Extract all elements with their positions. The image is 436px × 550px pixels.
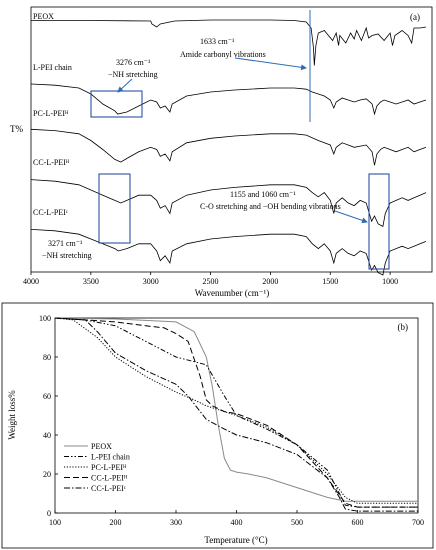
y-tick-label-60: 60 [43, 392, 51, 401]
annotation-3271: 3271 cm⁻¹ [48, 239, 83, 248]
panel-a-ylabel: T% [10, 124, 23, 134]
co-oh-arrow [334, 210, 368, 224]
tga-series-cc-l-pei [54, 317, 418, 512]
x-tick-label-1000: 1000 [382, 277, 398, 286]
panel-b-series [54, 317, 418, 512]
annotation-nh-1: −NH stretching [108, 70, 158, 79]
x-tick-label-100: 100 [49, 518, 61, 527]
x-tick-label-1500: 1500 [322, 277, 338, 286]
co-oh-box [368, 173, 390, 270]
panel-a-xlabel: Wavenumber (cm⁻¹) [195, 288, 269, 298]
tga-series-pc-l-pei [54, 317, 418, 504]
panel-a-traces [30, 19, 427, 276]
annotation-amide: Amide carbonyl vibrations [180, 50, 266, 59]
y-tick-label-40: 40 [43, 431, 51, 440]
panel-a-x-ticks: 4000 3500 3000 2500 2000 1500 1000 [23, 272, 398, 286]
x-tick-label-600: 600 [352, 518, 364, 527]
panel-a-ftir: (a) T% PEOX L-PEI chain PC-L-PEIᴴ CC-L-PEIᴴ… [10, 6, 433, 298]
panel-b-tga: (b) 0 20 40 60 80 100 100 200 300 400 500 600 700 W… [1, 302, 434, 549]
nh-box-bottom [98, 173, 131, 244]
panel-b-label: (b) [398, 322, 409, 332]
legend-label-cc-l-pei: CC-L-PEIᴴ [91, 474, 128, 483]
ftir-label-l-pei-chain: L-PEI chain [33, 63, 72, 72]
y-tick-label-0: 0 [47, 509, 51, 518]
y-tick-label-100: 100 [39, 314, 51, 323]
annotation-co-oh: C-O stretching and −OH bending vibration… [200, 202, 341, 211]
panel-b-ylabel: Weight loss% [7, 390, 17, 440]
legend-label-cc-l-pei: CC-L-PEIᶜ [91, 484, 126, 493]
tga-series-peox [54, 317, 418, 502]
annotation-nh-2: −NH stretching [42, 251, 92, 260]
ftir-trace-l-pei-chain [30, 83, 427, 116]
y-tick-label-80: 80 [43, 353, 51, 362]
annotation-1633: 1633 cm⁻¹ [200, 37, 235, 46]
ftir-trace-pc-l-pei [30, 128, 427, 166]
x-tick-label-4000: 4000 [23, 277, 39, 286]
panel-a-series-labels: PEOX L-PEI chain PC-L-PEIᴴ CC-L-PEIᴴ CC-L-PE… [33, 12, 72, 217]
amide-arrow [234, 57, 307, 71]
y-tick-label-20: 20 [43, 470, 51, 479]
x-tick-label-500: 500 [291, 518, 303, 527]
ftir-label-peox: PEOX [33, 12, 54, 21]
x-tick-label-3500: 3500 [83, 277, 99, 286]
ftir-label-cc-l-pei: CC-L-PEIᶜ [33, 208, 68, 217]
legend-label-pc-l-pei: PC-L-PEIᴴ [91, 463, 127, 472]
nh-box-top [90, 90, 143, 118]
x-tick-label-400: 400 [231, 518, 243, 527]
panel-b-x-ticks: 100 200 300 400 500 600 700 [49, 510, 424, 527]
panel-b-xlabel: Temperature (°C) [204, 535, 267, 545]
nh-arrow-top [117, 78, 133, 93]
legend-label-peox: PEOX [91, 442, 112, 451]
panel-a-frame [30, 6, 433, 273]
annotation-1155-1060: 1155 and 1060 cm⁻¹ [230, 190, 296, 199]
panel-b-outer-frame [1, 302, 434, 549]
x-tick-label-200: 200 [110, 518, 122, 527]
legend-label-l-pei-chain: L-PEI chain [91, 453, 130, 462]
x-tick-label-2500: 2500 [203, 277, 219, 286]
ftir-trace-peox [31, 19, 427, 66]
panel-a-label: (a) [410, 12, 420, 22]
ftir-trace-cc-l-pei [30, 179, 427, 228]
ftir-trace-cc-l-pei [30, 229, 427, 276]
ftir-label-cc-l-pei: CC-L-PEIᴴ [33, 158, 70, 167]
x-tick-label-300: 300 [170, 518, 182, 527]
x-tick-label-700: 700 [412, 518, 424, 527]
x-tick-label-3000: 3000 [143, 277, 159, 286]
ftir-label-pc-l-pei: PC-L-PEIᴴ [33, 109, 69, 118]
annotation-3276: 3276 cm⁻¹ [116, 58, 151, 67]
x-tick-label-2000: 2000 [262, 277, 278, 286]
